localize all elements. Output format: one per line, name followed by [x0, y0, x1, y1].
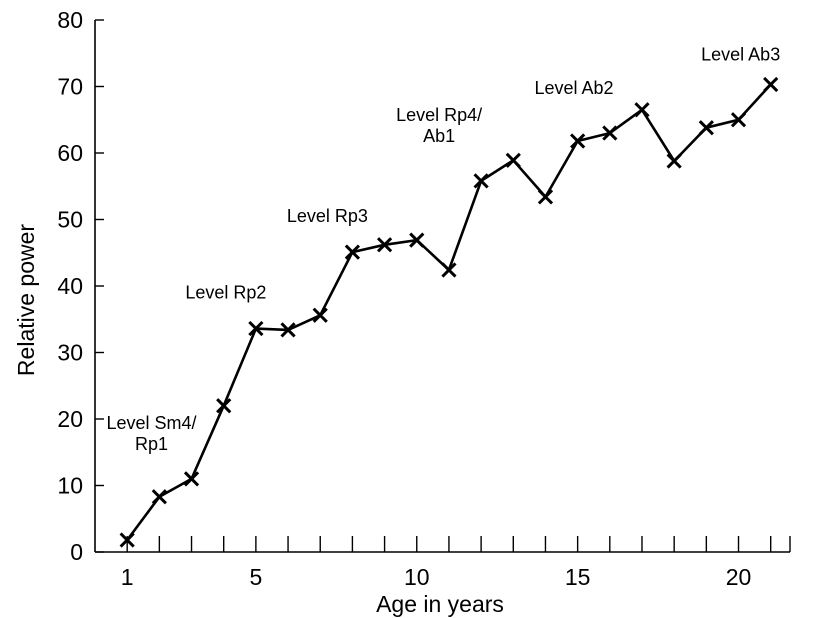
- x-axis-title: Age in years: [376, 591, 504, 617]
- annotations-layer: Level Sm4/Rp1 Level Rp2 Level Rp3 Level Rp4…: [107, 45, 781, 454]
- data-point: [763, 76, 779, 93]
- data-point: [537, 189, 554, 205]
- data-point: [473, 173, 489, 189]
- annotation-line: Level Rp4/: [396, 105, 482, 125]
- annotation-line: Level Sm4/: [107, 413, 197, 433]
- marker-stroke: [505, 152, 521, 168]
- y-tick-label: 50: [57, 207, 83, 233]
- y-tick-label: 20: [57, 406, 83, 432]
- y-tick-label: 30: [57, 340, 83, 366]
- marker-stroke: [312, 307, 328, 323]
- marker-stroke: [216, 398, 232, 414]
- annotation-label: Level Rp2: [185, 283, 266, 303]
- data-point: [505, 152, 521, 168]
- data-point: [151, 489, 167, 505]
- data-point: [248, 320, 264, 337]
- data-point: [441, 262, 457, 278]
- data-point: [312, 307, 328, 323]
- marker-stroke: [763, 76, 779, 93]
- annotation-label: Level Ab3: [701, 45, 780, 65]
- y-tick-label: 0: [70, 539, 83, 565]
- y-tick-label: 40: [57, 273, 83, 299]
- data-point: [602, 125, 618, 141]
- marker-stroke: [409, 232, 425, 248]
- marker-stroke: [376, 237, 393, 253]
- marker-stroke: [537, 189, 554, 205]
- data-point: [570, 133, 586, 149]
- marker-stroke: [280, 322, 296, 338]
- annotation-label: Level Ab2: [534, 78, 613, 98]
- annotation-label: Level Rp3: [287, 206, 368, 226]
- data-point: [216, 398, 232, 414]
- annotation-line: Level Rp3: [287, 206, 368, 226]
- x-tick-label: 15: [565, 564, 591, 590]
- y-axis-title: Relative power: [13, 224, 39, 376]
- annotation-label: Level Rp4/Ab1: [396, 105, 482, 146]
- annotation-line: Level Rp2: [185, 283, 266, 303]
- x-tick-label: 10: [404, 564, 430, 590]
- marker-stroke: [119, 532, 135, 548]
- y-tick-label: 80: [57, 7, 83, 33]
- data-point: [634, 102, 650, 118]
- marker-stroke: [570, 133, 586, 149]
- marker-stroke: [248, 320, 264, 337]
- y-tick-label: 10: [57, 473, 83, 499]
- annotation-label: Level Sm4/Rp1: [107, 413, 197, 454]
- x-tick-label: 5: [249, 564, 262, 590]
- annotation-line: Level Ab3: [701, 45, 780, 65]
- data-point: [730, 112, 747, 128]
- marker-stroke: [602, 125, 618, 141]
- data-point: [280, 322, 296, 338]
- series-layer: [119, 76, 779, 548]
- marker-stroke: [730, 112, 747, 128]
- annotation-line: Ab1: [423, 126, 455, 146]
- marker-stroke: [634, 102, 650, 118]
- marker-stroke: [344, 244, 361, 260]
- data-point: [698, 120, 714, 136]
- y-tick-label: 70: [57, 74, 83, 100]
- data-point: [409, 232, 425, 248]
- x-tick-label: 20: [726, 564, 752, 590]
- x-tick-label: 1: [121, 564, 134, 590]
- y-tick-label: 60: [57, 140, 83, 166]
- marker-stroke: [151, 489, 167, 505]
- data-point: [376, 237, 393, 253]
- data-point: [183, 471, 200, 487]
- annotation-line: Level Ab2: [534, 78, 613, 98]
- marker-stroke: [473, 173, 489, 189]
- data-point: [666, 153, 682, 169]
- marker-stroke: [698, 120, 714, 136]
- marker-stroke: [441, 262, 457, 278]
- series-line: [126, 83, 772, 541]
- data-point: [119, 532, 135, 548]
- marker-stroke: [666, 153, 682, 169]
- annotation-line: Rp1: [135, 434, 168, 454]
- data-point: [344, 244, 361, 260]
- marker-stroke: [183, 471, 200, 487]
